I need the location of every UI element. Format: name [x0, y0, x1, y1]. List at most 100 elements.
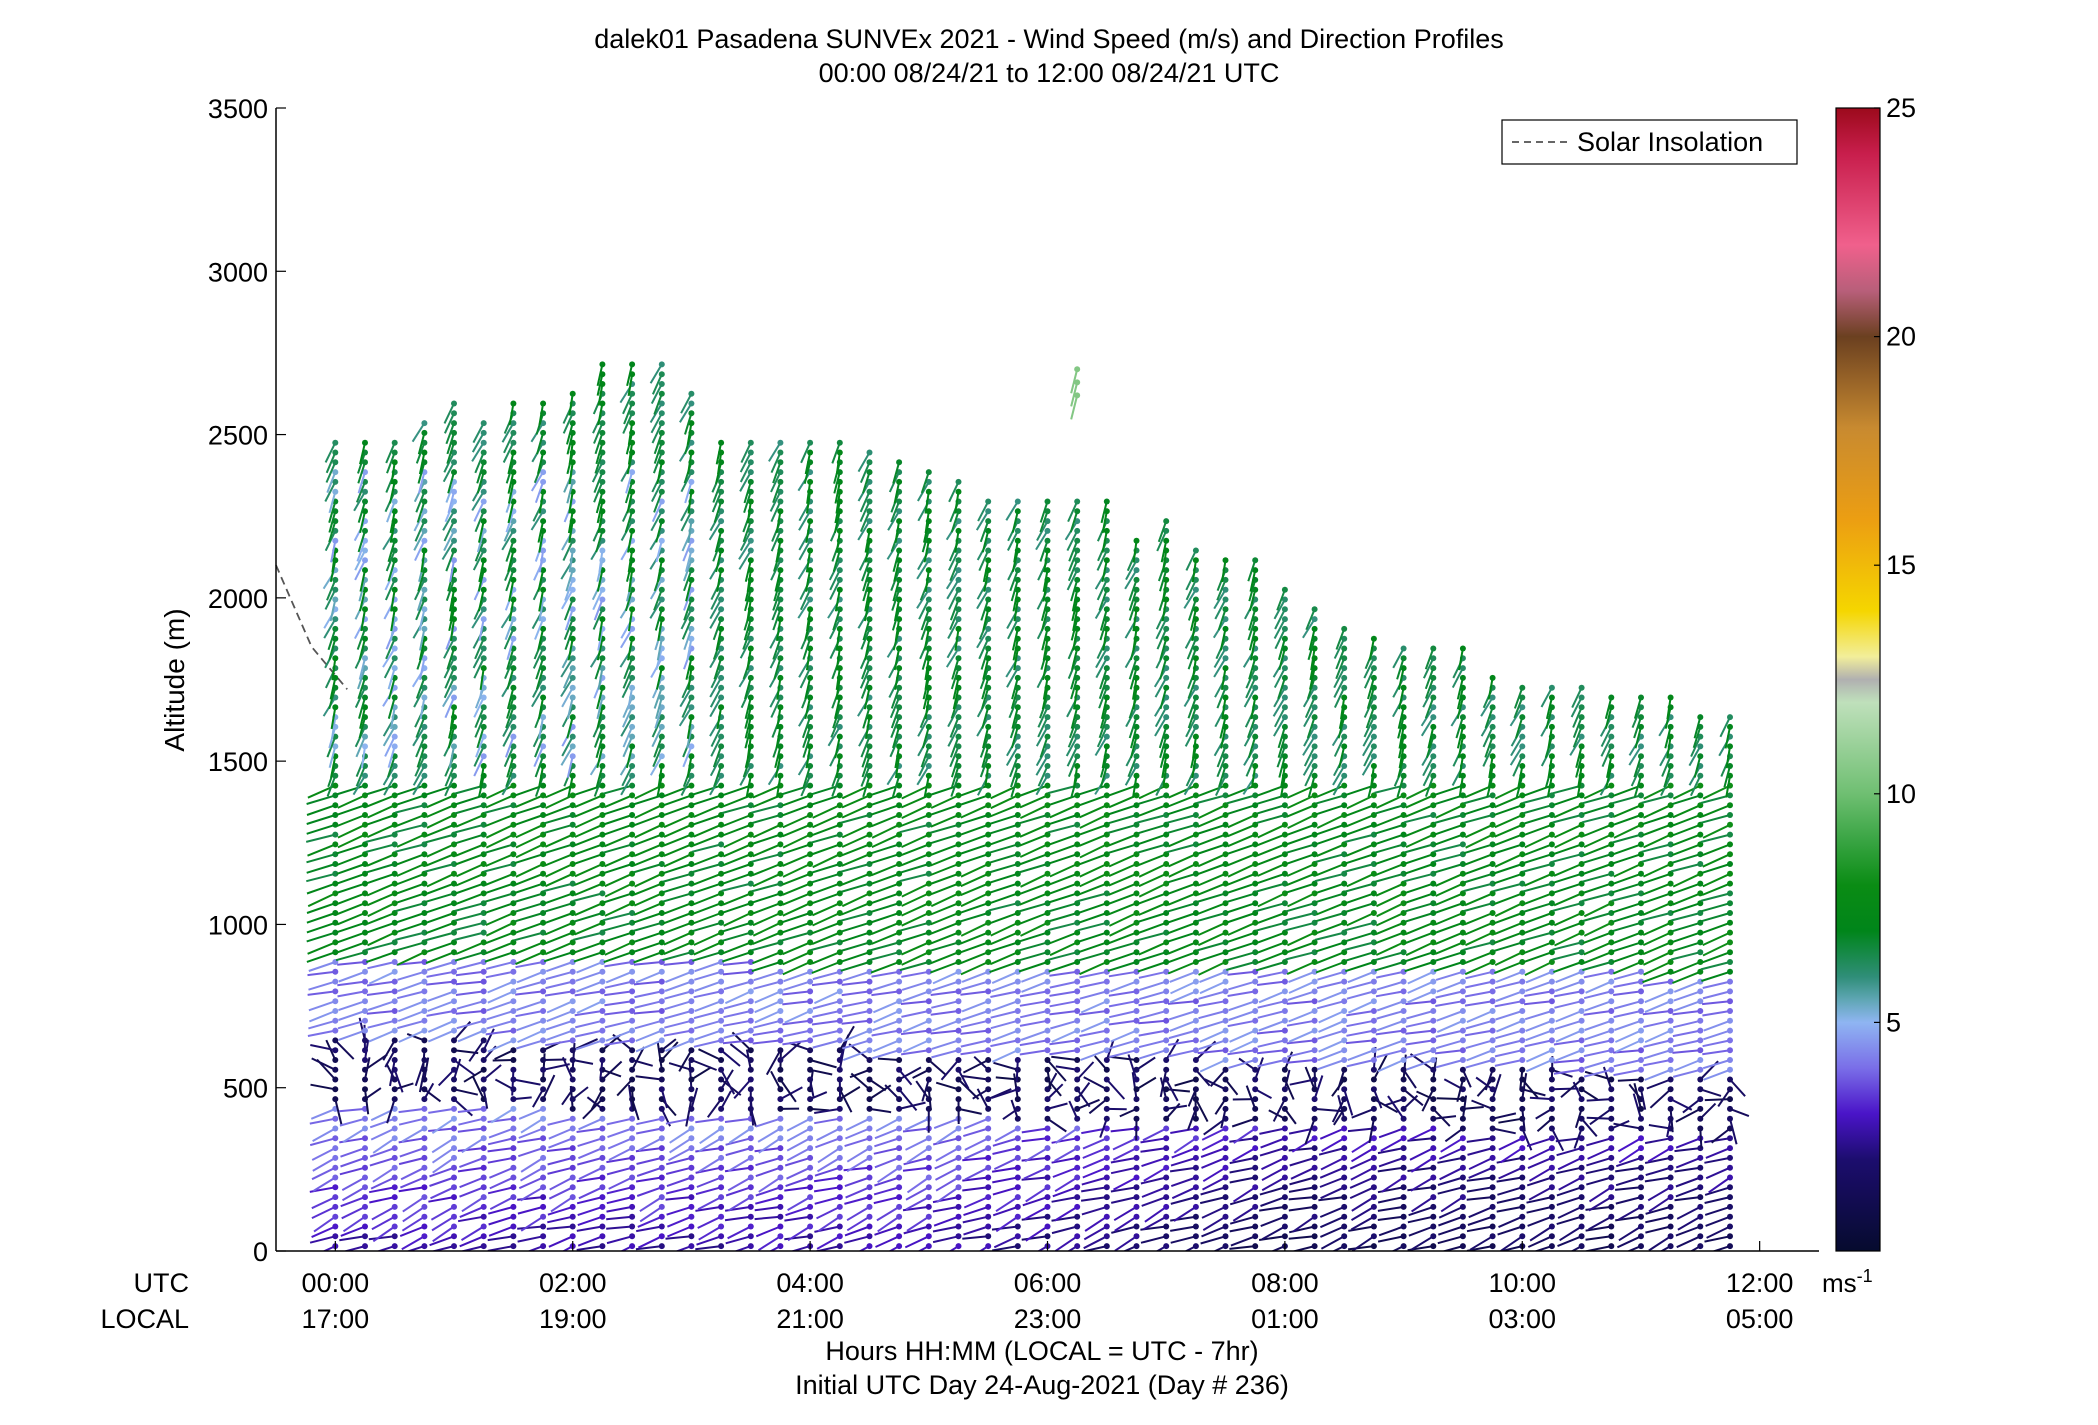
- wind-barb-dot: [925, 743, 932, 750]
- wind-barb-dot: [629, 655, 636, 662]
- wind-barb: [1021, 970, 1048, 983]
- wind-barb-dot: [955, 1194, 962, 1201]
- wind-barb-dot: [1074, 1135, 1081, 1142]
- wind-barb: [1021, 1176, 1048, 1181]
- wind-barb: [419, 697, 426, 720]
- wind-barb-dot: [955, 1184, 962, 1191]
- wind-barb-dot: [332, 1135, 339, 1142]
- wind-barb: [1049, 990, 1078, 997]
- wind-barb-dot: [836, 1154, 843, 1161]
- wind-barb: [548, 1137, 574, 1149]
- wind-barb: [873, 1186, 900, 1196]
- wind-barb-dot: [1044, 1233, 1051, 1240]
- wind-barb: [492, 1059, 514, 1062]
- wind-barb: [946, 579, 960, 600]
- wind-barb: [412, 765, 426, 786]
- wind-barb: [395, 941, 425, 952]
- wind-barb-dot: [391, 1135, 398, 1142]
- wind-barb-dot: [1163, 870, 1170, 877]
- wind-barb-dot: [1163, 1066, 1170, 1073]
- wind-barb-dot: [777, 567, 784, 574]
- wind-barb: [1113, 1206, 1138, 1222]
- wind-barb: [1101, 746, 1108, 769]
- wind-barb-dot: [332, 831, 339, 838]
- wind-barb: [626, 491, 634, 514]
- wind-barb-dot: [658, 1086, 665, 1093]
- wind-barb-dot: [658, 812, 665, 818]
- wind-barb: [752, 902, 781, 915]
- wind-barb: [870, 892, 900, 905]
- wind-barb-dot: [985, 1057, 992, 1063]
- wind-barb: [902, 1166, 929, 1172]
- wind-barb: [894, 520, 901, 543]
- wind-barb: [547, 1156, 573, 1166]
- wind-barb: [1041, 628, 1049, 651]
- wind-barb-dot: [866, 1233, 873, 1240]
- wind-barb: [746, 648, 752, 671]
- wind-barb-dot: [807, 645, 814, 652]
- wind-barb: [1083, 1076, 1108, 1091]
- wind-barb-dot: [451, 880, 457, 887]
- wind-barb-dot: [955, 910, 962, 916]
- wind-barb-dot: [925, 802, 932, 809]
- wind-barb-dot: [540, 478, 547, 485]
- wind-barb: [572, 1059, 594, 1065]
- wind-barb: [649, 755, 663, 776]
- wind-barb-dot: [480, 998, 487, 1005]
- wind-barb-dot: [1014, 508, 1021, 515]
- wind-barb-dot: [540, 1145, 547, 1152]
- wind-barb: [487, 1156, 514, 1164]
- wind-barb-dot: [747, 459, 754, 466]
- wind-barb: [774, 569, 782, 592]
- wind-barb: [1173, 1137, 1197, 1154]
- wind-barb-dot: [510, 547, 517, 554]
- wind-barb-dot: [391, 1203, 398, 1210]
- wind-barb: [709, 599, 722, 620]
- wind-barb-dot: [896, 821, 903, 828]
- wind-barb-dot: [1044, 870, 1051, 877]
- wind-barb-dot: [1103, 498, 1110, 505]
- wind-barb-dot: [807, 723, 814, 730]
- wind-barb: [1183, 687, 1197, 708]
- wind-barb-dot: [866, 919, 873, 926]
- wind-barb-dot: [362, 606, 368, 613]
- wind-barb: [862, 707, 871, 729]
- wind-barb-dot: [421, 772, 428, 779]
- wind-barb: [1013, 540, 1019, 563]
- wind-barb: [874, 1156, 900, 1169]
- wind-barb-dot: [1133, 1243, 1140, 1250]
- wind-barb-dot: [925, 821, 932, 828]
- wind-barb-dot: [599, 782, 606, 789]
- wind-barb-dot: [599, 420, 606, 427]
- wind-barb: [1109, 1039, 1137, 1050]
- wind-barb: [1080, 1019, 1108, 1033]
- wind-barb: [573, 912, 603, 923]
- wind-barb: [1043, 550, 1049, 573]
- wind-barb: [666, 1176, 692, 1188]
- wind-barb: [833, 511, 841, 534]
- wind-barb: [662, 804, 692, 817]
- wind-barb-dot: [629, 635, 636, 642]
- wind-barb: [1167, 1000, 1196, 1005]
- wind-barb: [752, 872, 781, 888]
- wind-barb: [306, 902, 336, 914]
- wind-barb-dot: [1014, 527, 1021, 534]
- wind-barb: [842, 1039, 870, 1050]
- wind-barb: [592, 608, 604, 630]
- wind-barb-dot: [688, 1037, 695, 1044]
- wind-barb: [428, 1196, 455, 1203]
- wind-barb: [994, 1127, 1019, 1142]
- wind-barb: [870, 872, 900, 885]
- wind-barb: [653, 432, 663, 455]
- wind-barb: [505, 569, 515, 592]
- wind-barb-dot: [1192, 684, 1199, 691]
- wind-barb-dot: [1133, 1145, 1140, 1152]
- wind-barb: [681, 697, 693, 718]
- wind-barb: [359, 442, 366, 465]
- wind-barb: [1046, 1072, 1058, 1090]
- wind-barb: [1135, 1056, 1156, 1071]
- wind-barb-dot: [362, 998, 368, 1005]
- wind-barb: [773, 579, 782, 602]
- wind-barb: [1037, 1245, 1049, 1251]
- wind-barb: [835, 452, 841, 475]
